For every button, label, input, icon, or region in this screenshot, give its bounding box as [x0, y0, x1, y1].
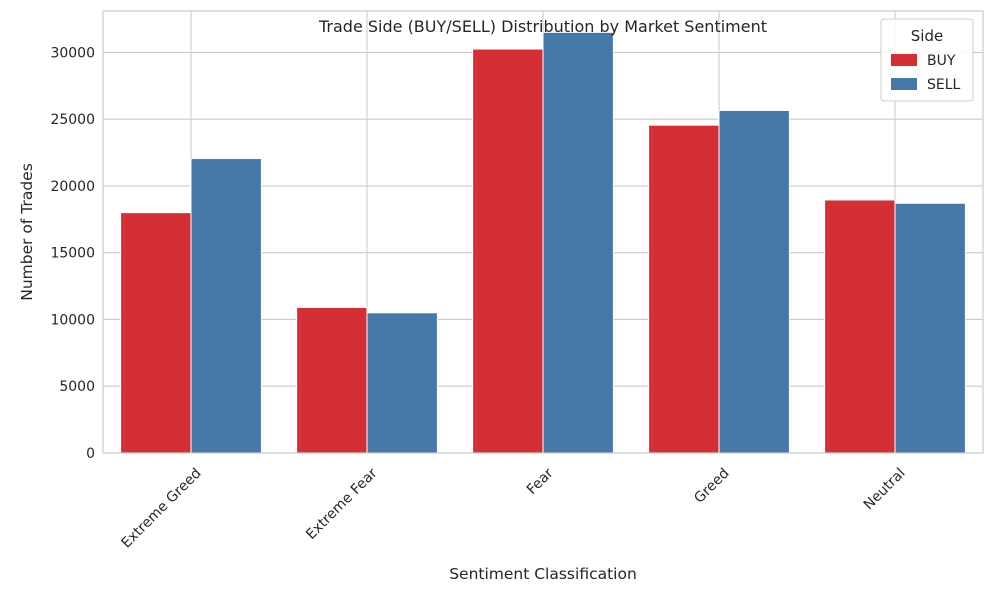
y-tick-label: 25000	[50, 112, 95, 128]
y-tick-label: 5000	[59, 379, 95, 395]
legend-swatch-buy	[891, 54, 917, 66]
bar-buy-neutral	[824, 199, 896, 454]
y-tick-label: 20000	[50, 179, 95, 195]
chart-title: Trade Side (BUY/SELL) Distribution by Ma…	[318, 17, 767, 36]
legend-items: BUY SELL	[891, 53, 961, 93]
bar-buy-extreme-fear	[296, 306, 368, 454]
bar-buy-greed	[648, 124, 720, 454]
legend-title: Side	[911, 27, 943, 45]
x-tick-label: Neutral	[861, 465, 909, 513]
legend: Side BUY SELL	[880, 18, 974, 102]
plot-frame	[102, 10, 984, 454]
x-tick-label: Fear	[524, 465, 557, 498]
bar-sell-neutral	[894, 202, 966, 454]
y-tick-label: 10000	[50, 312, 95, 328]
bar-buy-extreme-greed	[120, 212, 192, 454]
x-axis-label: Sentiment Classification	[449, 565, 637, 583]
y-tick-label: 30000	[50, 45, 95, 61]
x-tick-label: Extreme Fear	[303, 465, 381, 543]
x-tick-label: Greed	[691, 465, 732, 506]
bar-sell-greed	[718, 109, 790, 454]
bar-buy-fear	[472, 48, 544, 454]
x-tick-label: Extreme Greed	[118, 465, 204, 551]
y-axis-label: Number of Trades	[18, 163, 36, 301]
legend-label-sell: SELL	[927, 77, 961, 93]
bar-sell-extreme-greed	[190, 158, 262, 454]
x-tick-labels: Extreme Greed Extreme Fear Fear Greed Neutra…	[118, 465, 908, 551]
bars	[120, 31, 966, 454]
y-tick-label: 15000	[50, 246, 95, 262]
legend-swatch-sell	[891, 78, 917, 90]
legend-label-buy: BUY	[927, 53, 956, 69]
y-tick-label: 0	[86, 446, 95, 462]
y-tick-labels: 0 5000 10000 15000 20000 25000 30000	[50, 45, 95, 462]
bar-sell-extreme-fear	[366, 312, 438, 454]
bar-sell-fear	[542, 31, 614, 454]
